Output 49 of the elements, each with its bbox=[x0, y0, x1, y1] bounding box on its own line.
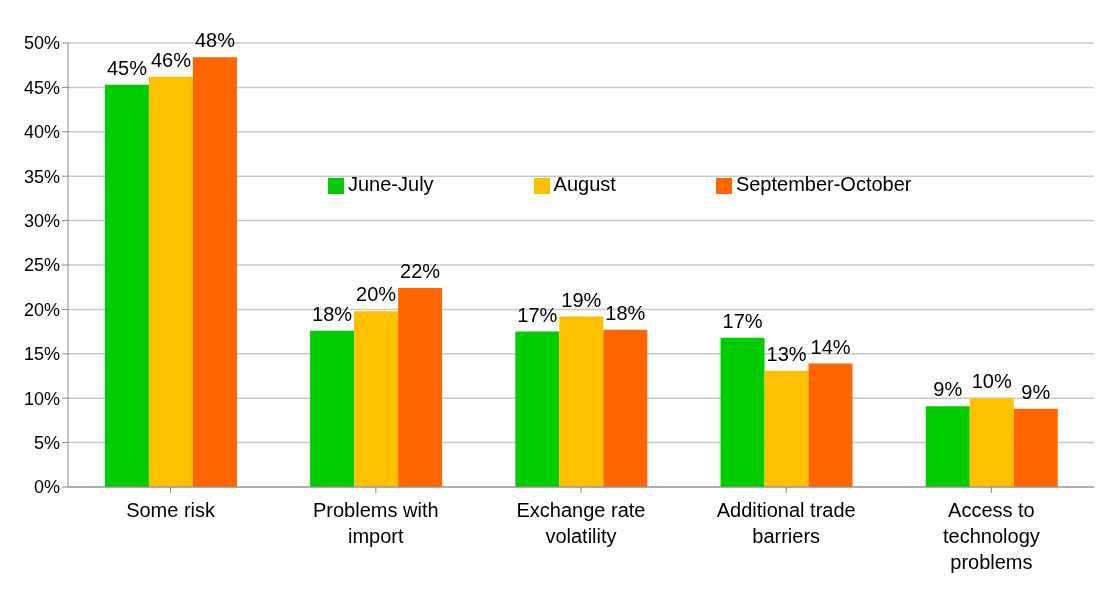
bar bbox=[192, 57, 237, 487]
bar bbox=[764, 370, 809, 487]
bar bbox=[104, 84, 149, 487]
legend-label: June-July bbox=[348, 173, 434, 195]
x-tick-label: Additional trade barriers bbox=[716, 499, 856, 547]
y-tick-label: 10% bbox=[23, 388, 60, 409]
bar bbox=[354, 311, 399, 487]
data-label: 18% bbox=[312, 302, 353, 325]
data-label: 10% bbox=[971, 370, 1012, 393]
data-label: 20% bbox=[356, 283, 397, 306]
bar bbox=[969, 398, 1014, 487]
bar bbox=[1013, 408, 1058, 487]
x-tick-label: Access to technology problems bbox=[943, 499, 1040, 573]
y-tick-label: 0% bbox=[33, 477, 60, 498]
y-tick-label: 40% bbox=[23, 122, 60, 143]
data-label: 17% bbox=[722, 309, 763, 332]
bar bbox=[559, 316, 604, 487]
bar bbox=[515, 331, 560, 487]
data-label: 19% bbox=[561, 288, 602, 311]
y-tick-label: 45% bbox=[23, 77, 60, 98]
x-tick-label: Some risk bbox=[126, 499, 217, 521]
data-label: 45% bbox=[106, 56, 148, 79]
data-label: 17% bbox=[517, 303, 558, 326]
data-label: 22% bbox=[400, 260, 441, 283]
y-tick-label: 35% bbox=[23, 166, 60, 187]
bar bbox=[808, 363, 853, 487]
y-tick-label: 50% bbox=[23, 33, 60, 54]
data-label: 48% bbox=[194, 29, 236, 52]
bar bbox=[310, 330, 355, 487]
bar bbox=[603, 329, 648, 487]
y-tick-label: 5% bbox=[33, 432, 60, 453]
legend-label: September-October bbox=[735, 173, 912, 195]
bar bbox=[720, 337, 765, 487]
x-tick-label: Problems with import bbox=[313, 499, 439, 547]
data-label: 13% bbox=[766, 342, 807, 365]
bar bbox=[398, 288, 443, 487]
bar bbox=[148, 76, 193, 487]
y-tick-label: 25% bbox=[23, 255, 60, 276]
bar bbox=[925, 406, 970, 487]
data-label: 9% bbox=[1021, 380, 1051, 403]
y-tick-label: 15% bbox=[23, 344, 60, 365]
y-tick-label: 20% bbox=[23, 299, 60, 320]
legend-label: August bbox=[553, 173, 616, 195]
data-label: 14% bbox=[810, 335, 851, 358]
y-tick-label: 30% bbox=[23, 210, 60, 231]
data-label: 46% bbox=[150, 48, 192, 71]
data-label: 9% bbox=[933, 378, 963, 401]
data-label: 18% bbox=[605, 301, 646, 324]
x-tick-label: Exchange rate volatility bbox=[516, 499, 646, 547]
